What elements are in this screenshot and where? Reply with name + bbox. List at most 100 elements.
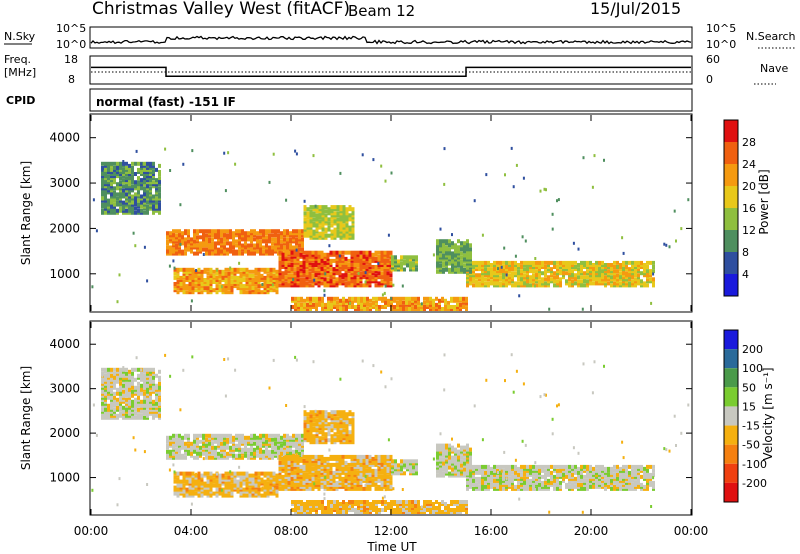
- power-cell: [362, 271, 366, 276]
- velocity-cell: [306, 416, 310, 421]
- power-cell: [224, 271, 228, 276]
- power-cell: [320, 250, 324, 255]
- power-cell: [220, 229, 223, 234]
- power-cell: [323, 277, 327, 282]
- velocity-cell: [116, 367, 119, 372]
- power-cell: [272, 273, 276, 278]
- power-cell: [155, 204, 158, 209]
- power-cell: [634, 277, 637, 282]
- power-cell: [242, 273, 246, 278]
- power-cell: [315, 300, 318, 305]
- power-cell: [384, 300, 387, 305]
- velocity-cell: [256, 435, 259, 440]
- power-cell: [256, 235, 259, 240]
- velocity-cell: [176, 477, 180, 482]
- velocity-cell: [345, 412, 349, 417]
- power-cell: [619, 267, 622, 272]
- power-cell: [178, 237, 181, 242]
- power-cell: [336, 225, 340, 230]
- power-cell: [116, 200, 119, 205]
- velocity-cell: [301, 441, 304, 446]
- power-speck: [572, 241, 575, 245]
- velocity-cell: [324, 414, 328, 419]
- power-cell: [214, 233, 217, 238]
- velocity-cell: [344, 484, 348, 489]
- velocity-cell: [113, 391, 116, 396]
- power-cell: [544, 269, 547, 274]
- power-cell: [128, 174, 131, 179]
- power-cell: [460, 267, 463, 272]
- power-cell: [314, 256, 318, 261]
- power-cell: [359, 283, 363, 288]
- power-cell: [598, 263, 601, 267]
- power-cell: [556, 271, 559, 276]
- power-cell: [196, 243, 199, 248]
- power-cell: [466, 263, 469, 268]
- power-cell: [197, 278, 201, 282]
- velocity-cell: [302, 458, 306, 463]
- power-cell: [208, 237, 211, 242]
- power-cell: [526, 263, 529, 267]
- power-cell: [303, 298, 306, 303]
- power-cell: [637, 273, 640, 278]
- power-cell: [113, 198, 116, 203]
- power-cell: [622, 260, 625, 265]
- power-cell: [146, 194, 149, 199]
- power-cell: [101, 161, 104, 166]
- power-speck: [401, 284, 404, 288]
- power-cell: [306, 231, 310, 236]
- velocity-cell: [158, 407, 161, 412]
- power-cell: [284, 263, 288, 267]
- power-cell: [571, 279, 574, 284]
- power-cell: [562, 263, 565, 267]
- velocity-cell: [344, 454, 348, 459]
- power-cell: [342, 215, 346, 220]
- velocity-cell: [217, 451, 220, 456]
- power-cell: [301, 237, 304, 242]
- velocity-cell: [101, 413, 104, 418]
- power-cell: [490, 267, 493, 272]
- velocity-cell: [236, 489, 240, 494]
- power-cell: [365, 250, 369, 255]
- power-cell: [194, 278, 198, 282]
- power-cell: [625, 267, 628, 272]
- power-cell: [526, 281, 529, 286]
- power-cell: [511, 271, 514, 276]
- power-cell: [125, 194, 128, 199]
- power-cell: [511, 260, 514, 265]
- power-cell: [104, 161, 107, 166]
- velocity-cell: [122, 373, 125, 378]
- power-cell: [214, 229, 217, 234]
- power-cell: [173, 288, 177, 293]
- power-cell: [414, 296, 417, 301]
- velocity-cell: [122, 383, 125, 388]
- power-cell: [104, 194, 107, 199]
- power-cell: [408, 296, 411, 301]
- velocity-cell: [175, 437, 178, 442]
- power-cell: [297, 302, 300, 307]
- velocity-cell: [251, 481, 255, 486]
- power-cell: [209, 284, 213, 289]
- velocity-cell: [286, 433, 289, 438]
- power-cell: [481, 277, 484, 282]
- power-cell: [196, 251, 199, 256]
- power-cell: [604, 277, 607, 282]
- velocity-cell: [272, 477, 276, 482]
- velocity-cell: [193, 433, 196, 438]
- power-cell: [559, 281, 562, 286]
- power-cell: [229, 247, 232, 252]
- power-cell: [293, 258, 297, 263]
- power-cell: [326, 271, 330, 276]
- power-cell: [312, 235, 316, 240]
- power-cell: [321, 231, 325, 236]
- power-cell: [616, 269, 619, 274]
- power-cell: [278, 283, 282, 288]
- velocity-cell: [351, 412, 355, 417]
- power-cell: [149, 161, 152, 166]
- power-cell: [571, 271, 574, 276]
- power-cell: [116, 208, 119, 213]
- velocity-cell: [226, 451, 229, 456]
- power-cell: [547, 275, 550, 280]
- power-cell: [399, 300, 402, 305]
- power-cell: [330, 229, 334, 234]
